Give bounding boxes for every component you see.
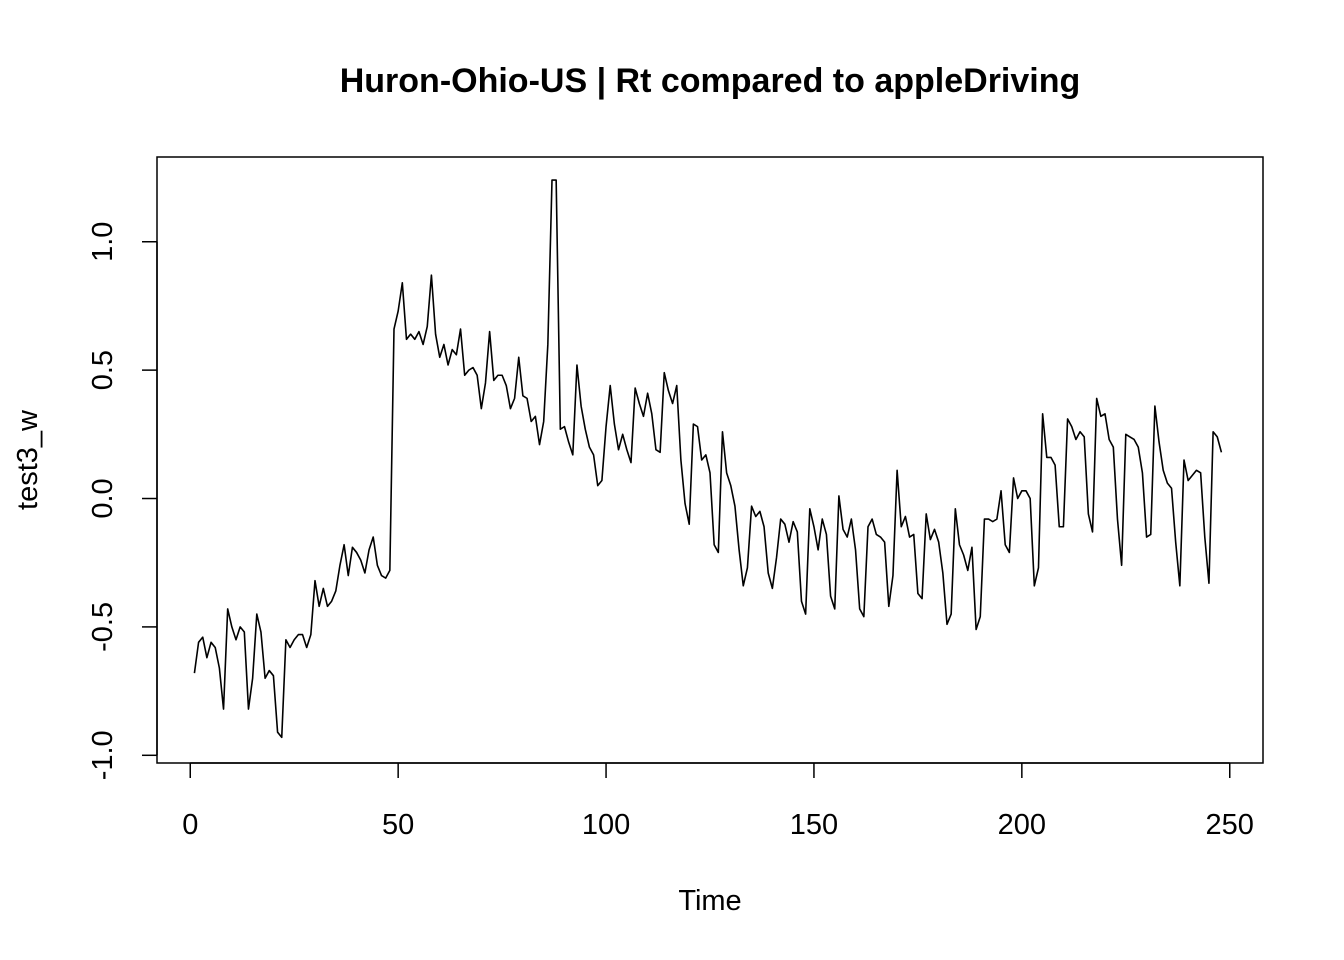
x-axis: 0 50 100 150 200 250 — [182, 762, 1254, 841]
y-tick-label: -1.0 — [87, 730, 119, 780]
x-tick-label: 50 — [382, 809, 414, 841]
y-tick-label: -0.5 — [87, 602, 119, 652]
x-tick-label: 150 — [790, 809, 838, 841]
y-tick-label: 0.5 — [87, 350, 119, 390]
y-axis: -1.0 -0.5 0.0 0.5 1.0 — [87, 222, 158, 780]
series-layer — [193, 179, 1223, 739]
x-tick-label: 0 — [182, 809, 198, 841]
chart-title: Huron-Ohio-US | Rt compared to appleDriv… — [340, 62, 1081, 100]
y-tick-label: 1.0 — [87, 222, 119, 262]
x-tick-label: 200 — [998, 809, 1046, 841]
plot-frame — [156, 156, 1264, 764]
x-axis-label: Time — [678, 885, 741, 917]
x-tick-label: 100 — [582, 809, 630, 841]
x-tick-label: 250 — [1206, 809, 1254, 841]
series-line — [193, 179, 1223, 739]
y-axis-label: test3_w — [12, 409, 44, 510]
y-tick-label: 0.0 — [87, 478, 119, 518]
